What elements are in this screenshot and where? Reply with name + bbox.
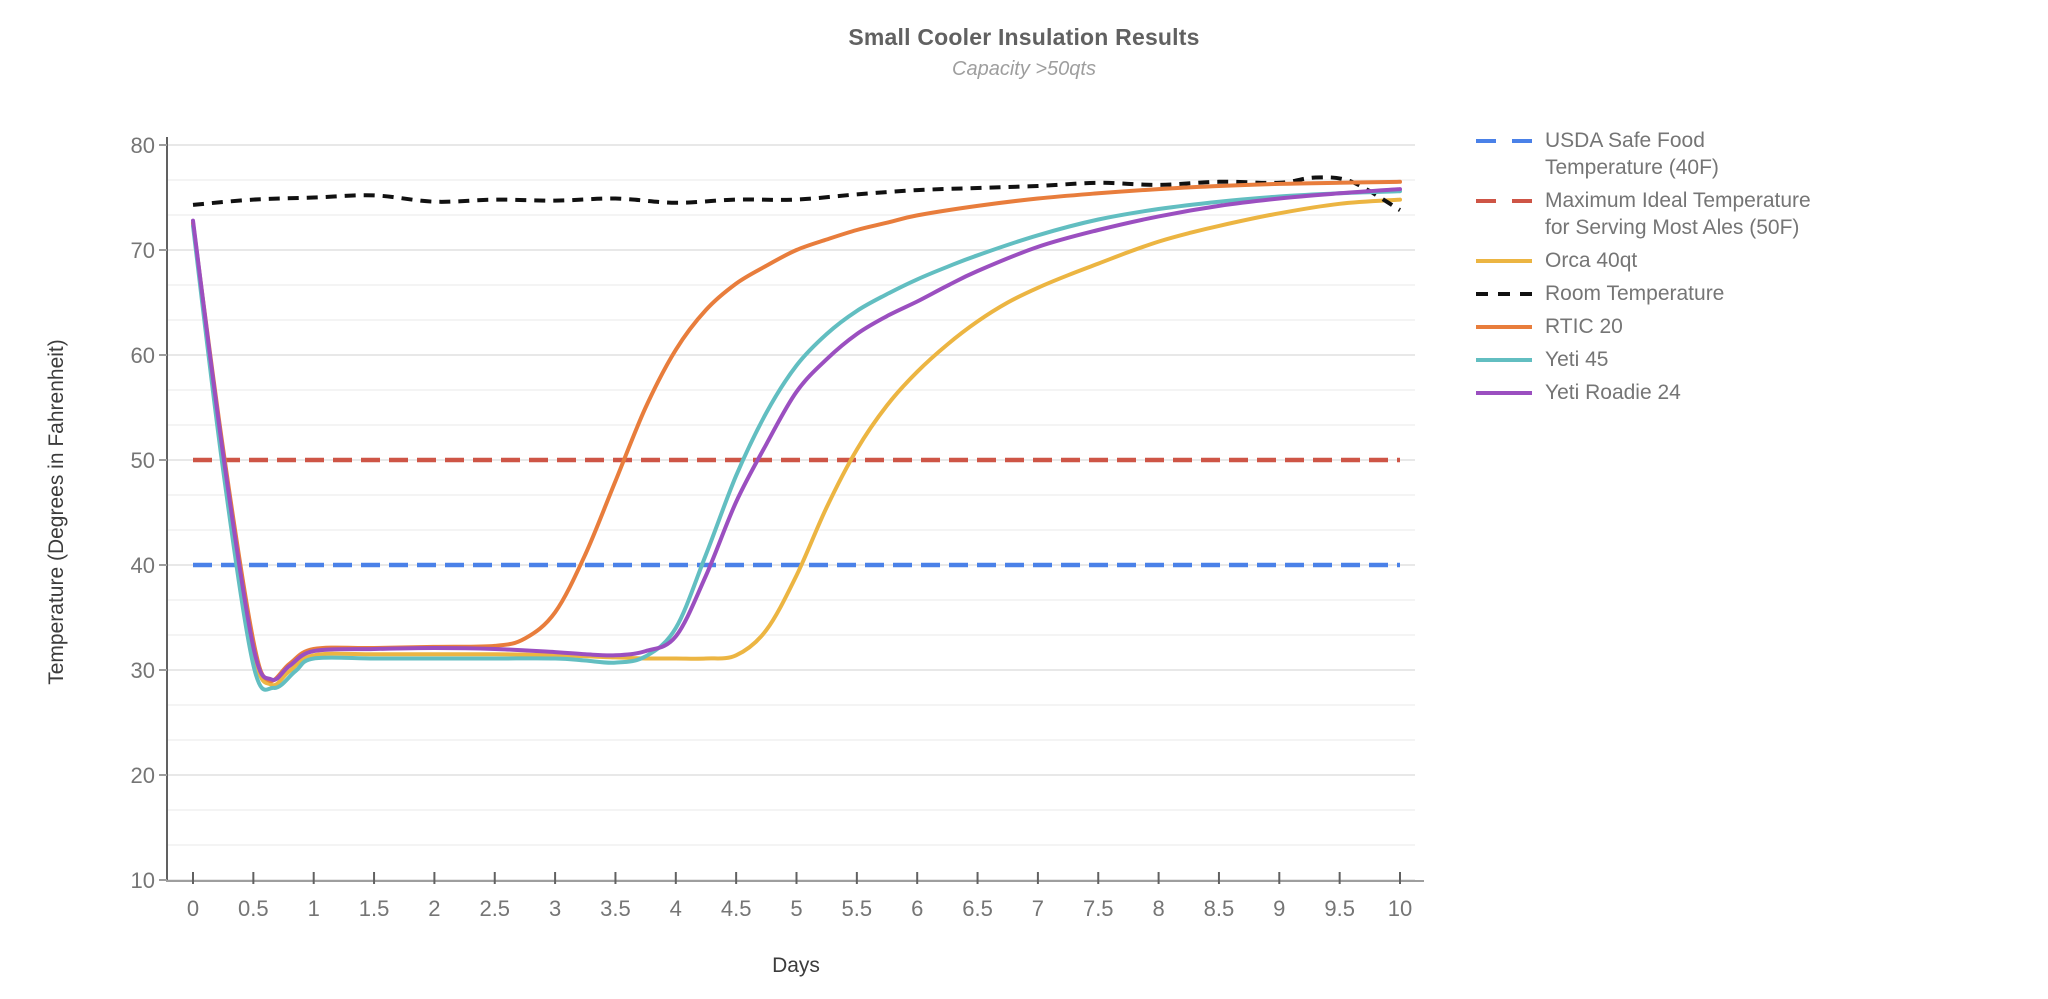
- x-axis-title: Days: [772, 954, 820, 977]
- y-tick-label: 40: [131, 553, 155, 578]
- chart-title: Small Cooler Insulation Results: [848, 24, 1200, 50]
- x-tick-label: 1.5: [359, 896, 390, 921]
- x-tick-label: 6: [911, 896, 923, 921]
- legend-swatch-maximum-ideal-temperature-for-serving-most-ales-50f: [1476, 199, 1532, 203]
- y-tick-label: 70: [131, 238, 155, 263]
- x-tick-label: 5: [790, 896, 802, 921]
- legend-swatch-orca-40qt: [1476, 259, 1532, 263]
- x-tick-label: 2: [428, 896, 440, 921]
- legend-label-yeti-45: Yeti 45: [1545, 348, 1609, 371]
- x-tick-label: 0: [187, 896, 199, 921]
- legend-item-yeti-roadie-24: Yeti Roadie 24: [1476, 379, 1896, 406]
- legend-swatch-yeti-roadie-24: [1476, 391, 1532, 395]
- x-tick-label: 0.5: [238, 896, 269, 921]
- legend-label-rtic-20: RTIC 20: [1545, 315, 1623, 338]
- series-line-yeti-roadie-24: [191, 187, 1402, 682]
- chart-subtitle: Capacity >50qts: [952, 58, 1096, 80]
- gridlines: [167, 144, 1415, 881]
- legend-label-room-temperature: Room Temperature: [1545, 282, 1725, 305]
- series-line-yeti-45: [191, 189, 1402, 692]
- legend-swatch-room-temperature: [1476, 292, 1532, 296]
- y-tick-label: 30: [131, 658, 155, 683]
- legend-item-room-temperature: Room Temperature: [1476, 280, 1896, 307]
- legend-label-usda-safe-food-temperature-40f: USDA Safe Food Temperature (40F): [1545, 129, 1719, 179]
- legend-swatch-yeti-45: [1476, 358, 1532, 362]
- x-tick-label: 1: [308, 896, 320, 921]
- x-tick-label: 8: [1152, 896, 1164, 921]
- x-tick-label: 2.5: [479, 896, 510, 921]
- legend-label-yeti-roadie-24: Yeti Roadie 24: [1545, 381, 1681, 404]
- series-line-orca-40qt: [191, 197, 1402, 688]
- x-tick-label: 7: [1032, 896, 1044, 921]
- series-group: [191, 175, 1402, 692]
- x-tick-label: 3.5: [600, 896, 631, 921]
- x-tick-label: 10: [1388, 896, 1412, 921]
- y-tick-label: 60: [131, 343, 155, 368]
- legend-label-orca-40qt: Orca 40qt: [1545, 249, 1638, 272]
- legend-item-maximum-ideal-temperature-for-serving-most-ales-50f: Maximum Ideal Temperature for Serving Mos…: [1476, 187, 1896, 241]
- y-tick-label: 20: [131, 763, 155, 788]
- axes: 10 20 30 40 50 60 70 80 0 0.5 1 1.5 2 2.5 3 3.5 4 4.5 5 5.5…: [131, 133, 1424, 921]
- y-tick-label: 80: [131, 133, 155, 158]
- x-tick-label: 4: [670, 896, 682, 921]
- x-tick-label: 5.5: [842, 896, 873, 921]
- y-tick-label: 10: [131, 868, 155, 893]
- x-tick-label: 8.5: [1204, 896, 1235, 921]
- legend-item-yeti-45: Yeti 45: [1476, 346, 1896, 373]
- legend-label-maximum-ideal-temperature-for-serving-most-ales-50f: Maximum Ideal Temperature for Serving Mos…: [1545, 189, 1811, 239]
- series-line-rtic-20: [191, 179, 1402, 684]
- series-line-room-temperature: [192, 175, 1402, 212]
- legend-item-usda-safe-food-temperature-40f: USDA Safe Food Temperature (40F): [1476, 127, 1896, 181]
- legend-swatch-rtic-20: [1476, 325, 1532, 329]
- x-tick-label: 9.5: [1324, 896, 1355, 921]
- x-tick-label: 9: [1273, 896, 1285, 921]
- y-tick-label: 50: [131, 448, 155, 473]
- legend: USDA Safe Food Temperature (40F) Maximum I…: [1476, 127, 1896, 412]
- x-tick-label: 4.5: [721, 896, 752, 921]
- legend-swatch-usda-safe-food-temperature-40f: [1476, 139, 1532, 143]
- x-tick-label: 3: [549, 896, 561, 921]
- legend-item-rtic-20: RTIC 20: [1476, 313, 1896, 340]
- x-tick-label: 6.5: [962, 896, 993, 921]
- legend-item-orca-40qt: Orca 40qt: [1476, 247, 1896, 274]
- x-tick-label: 7.5: [1083, 896, 1114, 921]
